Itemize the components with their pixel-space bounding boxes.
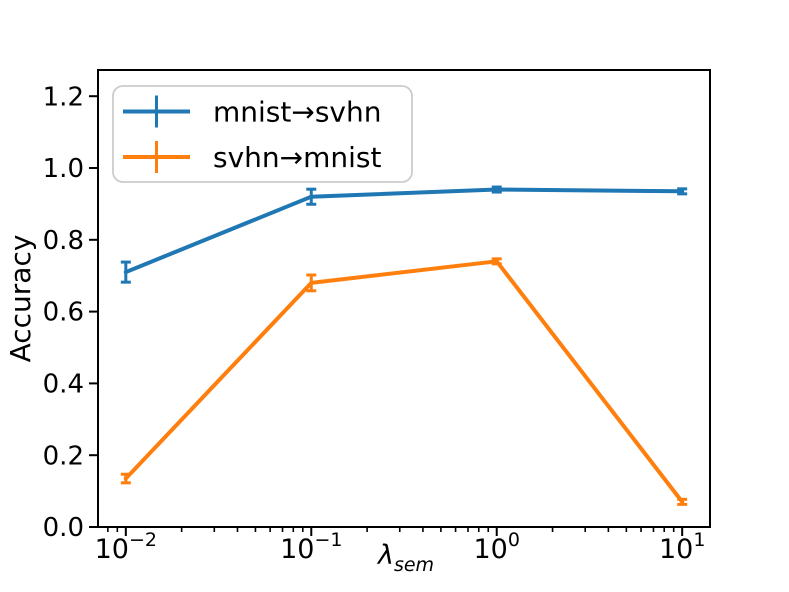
legend-label-svhn-mnist: svhn→mnist <box>213 141 382 174</box>
plot-frame <box>97 69 711 528</box>
series-line-svhn-mnist <box>123 259 685 504</box>
y-tick-label: 0.4 <box>43 370 84 400</box>
y-tick-label: 0.0 <box>43 513 84 543</box>
x-tick-label: 10−1 <box>280 529 342 565</box>
legend-label-mnist-svhn: mnist→svhn <box>213 95 381 128</box>
x-axis-label: λsem <box>376 540 434 576</box>
series-line-mnist-svhn <box>123 187 685 275</box>
x-tick-label: 101 <box>659 529 705 565</box>
y-tick-label: 1.2 <box>43 82 84 112</box>
x-tick-label: 10−2 <box>95 529 157 565</box>
y-tick-label: 1.0 <box>43 154 84 184</box>
y-tick-label: 0.2 <box>43 441 84 471</box>
y-tick-label: 0.6 <box>43 298 84 328</box>
x-tick-label: 100 <box>474 529 520 565</box>
y-tick-label: 0.8 <box>43 226 84 256</box>
y-axis-label: Accuracy <box>4 235 37 363</box>
